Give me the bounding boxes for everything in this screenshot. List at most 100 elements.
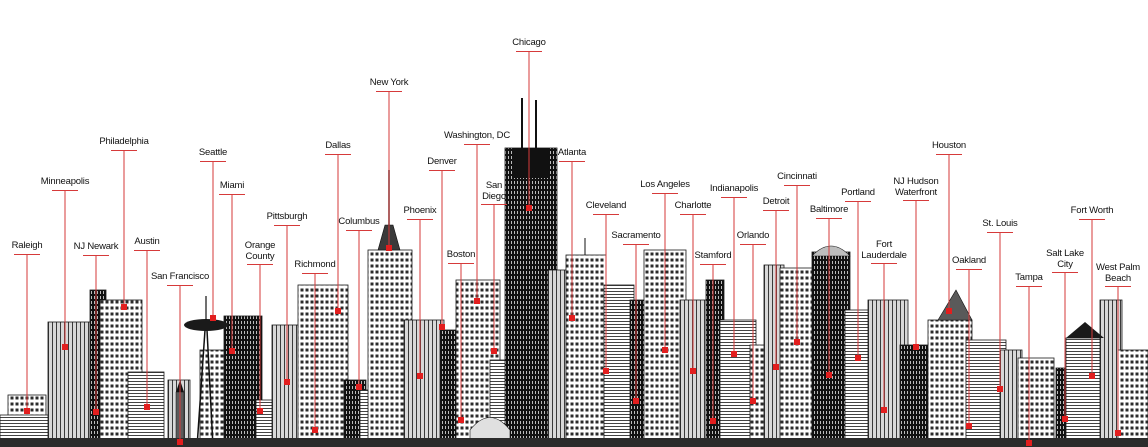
pin-line [442,171,443,328]
city-label-salt-lake-city[interactable]: Salt Lake City [1046,249,1084,270]
city-label-san-francisco[interactable]: San Francisco [151,272,209,283]
city-marker-salt-lake-city[interactable] [1062,416,1068,422]
city-marker-fort-lauderdale[interactable] [881,407,887,413]
city-label-sacramento[interactable]: Sacramento [611,231,660,242]
building [1066,338,1104,447]
city-label-nj-newark[interactable]: NJ Newark [74,242,119,253]
pin-line [1092,220,1093,377]
city-marker-chicago[interactable] [526,205,532,211]
city-marker-pittsburgh[interactable] [284,379,290,385]
city-label-dallas[interactable]: Dallas [325,141,350,152]
city-label-oakland[interactable]: Oakland [952,256,986,267]
building [812,252,850,447]
city-label-cleveland[interactable]: Cleveland [586,201,626,212]
city-label-portland[interactable]: Portland [841,188,875,199]
city-label-charlotte[interactable]: Charlotte [675,201,712,212]
pin-line [713,265,714,422]
city-marker-seattle[interactable] [210,315,216,321]
city-label-west-palm-beach[interactable]: West Palm Beach [1096,263,1140,284]
city-label-san-diego[interactable]: San Diego [482,181,506,202]
city-label-stamford[interactable]: Stamford [695,251,732,262]
building [604,285,634,447]
salt-lake-top [1066,322,1104,338]
pin-line [213,162,214,319]
city-marker-houston[interactable] [946,308,952,314]
city-marker-charlotte[interactable] [690,368,696,374]
city-marker-baltimore[interactable] [826,372,832,378]
city-label-tampa[interactable]: Tampa [1015,273,1043,284]
city-marker-nj-hudson-waterfront[interactable] [913,344,919,350]
city-label-orange-county[interactable]: Orange County [245,241,276,262]
city-marker-atlanta[interactable] [569,315,575,321]
city-label-los-angeles[interactable]: Los Angeles [640,180,690,191]
city-marker-st-louis[interactable] [997,386,1003,392]
city-marker-tampa[interactable] [1026,440,1032,446]
city-marker-boston[interactable] [458,417,464,423]
city-marker-phoenix[interactable] [417,373,423,379]
city-label-baltimore[interactable]: Baltimore [810,205,848,216]
city-marker-minneapolis[interactable] [62,344,68,350]
city-label-chicago[interactable]: Chicago [512,38,545,49]
pin-line [27,255,28,412]
city-marker-austin[interactable] [144,404,150,410]
city-marker-orange-county[interactable] [257,408,263,414]
city-marker-denver[interactable] [439,324,445,330]
city-label-indianapolis[interactable]: Indianapolis [710,184,758,195]
city-label-fort-worth[interactable]: Fort Worth [1071,206,1114,217]
city-label-raleigh[interactable]: Raleigh [12,241,43,252]
city-marker-cleveland[interactable] [603,368,609,374]
city-label-atlanta[interactable]: Atlanta [558,148,586,159]
city-marker-fort-worth[interactable] [1089,373,1095,379]
city-marker-nj-newark[interactable] [93,409,99,415]
city-marker-oakland[interactable] [966,423,972,429]
city-label-st-louis[interactable]: St. Louis [982,219,1017,230]
pin-line [1000,233,1001,390]
pin-line [315,274,316,431]
city-marker-cincinnati[interactable] [794,339,800,345]
city-marker-san-diego[interactable] [491,348,497,354]
city-marker-detroit[interactable] [773,364,779,370]
city-label-denver[interactable]: Denver [427,157,456,168]
pin-line [693,215,694,372]
city-label-austin[interactable]: Austin [134,237,159,248]
pin-line [180,286,181,443]
city-label-richmond[interactable]: Richmond [294,260,335,271]
city-marker-columbus[interactable] [356,384,362,390]
city-label-nj-hudson-waterfront[interactable]: NJ Hudson Waterfront [893,177,938,198]
city-marker-richmond[interactable] [312,427,318,433]
ground [0,438,1148,447]
city-marker-san-francisco[interactable] [177,439,183,445]
city-label-cincinnati[interactable]: Cincinnati [777,172,817,183]
city-marker-stamford[interactable] [710,418,716,424]
city-marker-indianapolis[interactable] [731,351,737,357]
city-marker-los-angeles[interactable] [662,347,668,353]
city-marker-washington-dc[interactable] [474,298,480,304]
city-label-philadelphia[interactable]: Philadelphia [99,137,148,148]
baltimore-dome [812,246,850,256]
pin-line [124,151,125,308]
city-marker-miami[interactable] [229,348,235,354]
city-label-miami[interactable]: Miami [220,181,244,192]
city-label-houston[interactable]: Houston [932,141,966,152]
city-label-detroit[interactable]: Detroit [763,197,790,208]
city-marker-raleigh[interactable] [24,408,30,414]
city-marker-orlando[interactable] [750,398,756,404]
city-label-boston[interactable]: Boston [447,250,475,261]
city-marker-dallas[interactable] [335,308,341,314]
city-marker-portland[interactable] [855,355,861,361]
city-marker-west-palm-beach[interactable] [1115,430,1121,436]
city-label-seattle[interactable]: Seattle [199,148,227,159]
city-label-phoenix[interactable]: Phoenix [404,206,437,217]
city-label-minneapolis[interactable]: Minneapolis [41,177,90,188]
city-label-orlando[interactable]: Orlando [737,231,769,242]
city-label-new-york[interactable]: New York [370,78,409,89]
chicago-tower-crown [513,148,549,178]
pin-line [338,155,339,312]
city-label-washington-dc[interactable]: Washington, DC [444,131,510,142]
city-marker-sacramento[interactable] [633,398,639,404]
city-marker-philadelphia[interactable] [121,304,127,310]
city-label-pittsburgh[interactable]: Pittsburgh [267,212,308,223]
city-label-columbus[interactable]: Columbus [338,217,379,228]
city-marker-new-york[interactable] [386,245,392,251]
city-label-fort-lauderdale[interactable]: Fort Lauderdale [861,240,907,261]
